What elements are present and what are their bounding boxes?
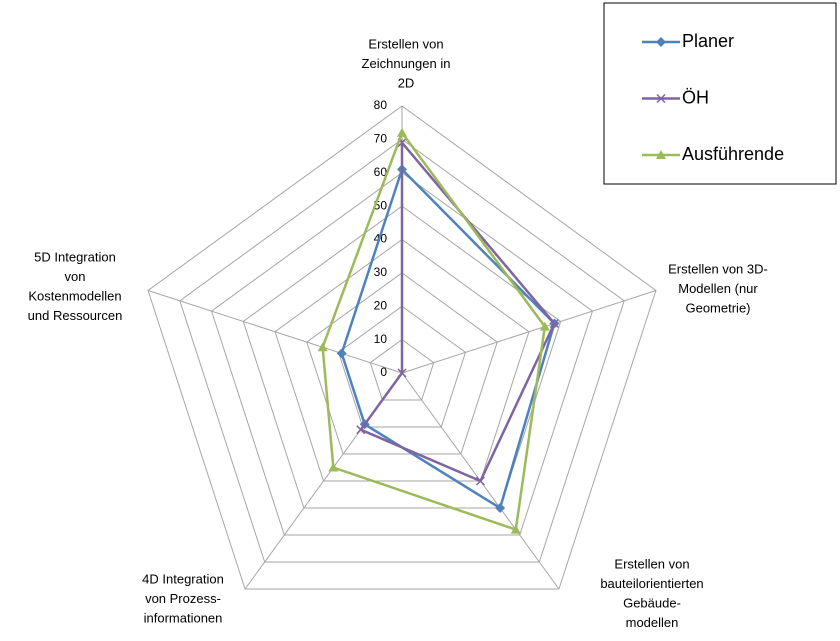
category-label: Modellen (nur [678,281,758,296]
r-tick-label: 0 [380,365,387,379]
category-label: Erstellen von [368,36,443,51]
legend-label: Planer [682,31,734,51]
category-label: von Prozess- [145,591,221,606]
legend-marker [656,150,666,159]
data-point [510,524,521,534]
data-point [397,368,407,378]
category-label: bauteilorientierten [600,576,703,591]
category-label: Geometrie) [685,300,750,315]
r-tick-label: 10 [374,332,388,346]
category-label: 4D Integration [142,571,224,586]
data-point [539,321,550,331]
r-tick-label: 60 [374,165,388,179]
grid-ring [147,105,657,590]
grid-ring [274,238,530,482]
category-label: Zeichnungen in [362,56,451,71]
legend-marker [656,93,666,104]
grid-ring [337,305,467,428]
category-label: modellen [626,615,679,630]
category-label: Kostenmodellen [28,288,121,303]
data-point [495,503,506,514]
category-label: Gebäude- [623,595,681,610]
r-tick-label: 80 [374,98,388,112]
category-label: von [65,269,86,284]
grid-ring [306,272,498,455]
spoke [147,290,403,374]
category-label: Erstellen von 3D- [668,261,768,276]
data-point [475,476,485,486]
legend-label: ÖH [682,87,709,107]
category-label: informationen [144,610,223,625]
data-point [356,425,366,435]
data-point [397,127,407,137]
data-point [317,342,328,352]
series-line [358,139,556,483]
grid-ring [210,172,594,536]
series-line [321,130,547,532]
r-tick-label: 70 [374,132,388,146]
data-point [549,318,559,329]
category-label: 5D Integration [34,249,116,264]
category-label: 2D [398,75,415,90]
grid-ring [369,339,435,401]
legend-label: Ausführende [682,144,784,164]
spoke [401,290,657,374]
series-line [340,167,556,510]
category-label: Erstellen von [614,556,689,571]
grid-ring [179,138,625,563]
r-tick-label: 30 [374,265,388,279]
r-tick-label: 20 [374,298,388,312]
data-point [336,348,347,359]
category-label: und Ressourcen [28,308,123,323]
legend-marker [656,37,666,47]
data-point [328,462,339,472]
